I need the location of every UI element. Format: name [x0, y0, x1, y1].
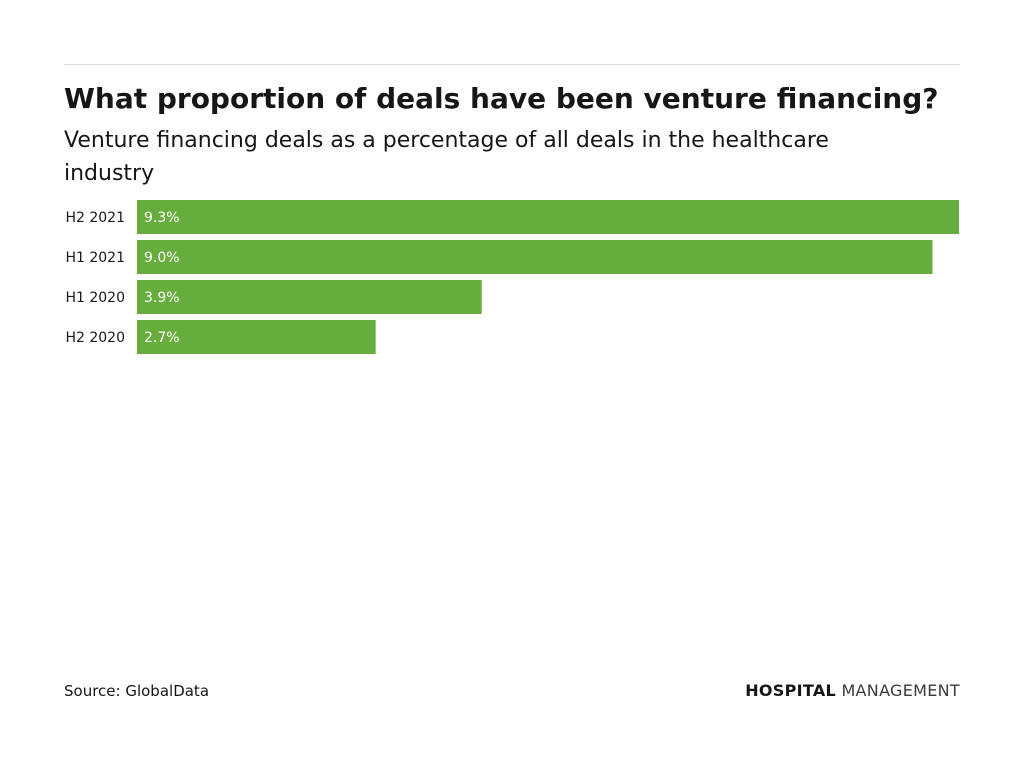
brand-logo: HOSPITAL MANAGEMENT: [745, 681, 960, 700]
bar: [137, 280, 482, 314]
chart-title: What proportion of deals have been ventu…: [64, 82, 939, 115]
source-note: Source: GlobalData: [64, 682, 210, 700]
bar: [137, 320, 376, 354]
top-divider: [64, 64, 960, 65]
category-label: H2 2020: [65, 330, 125, 346]
bar-value-label: 2.7%: [144, 330, 180, 346]
bar: [137, 240, 933, 274]
bar-chart: H2 2021 9.3% H1 2021 9.0% H1 2020 3.9% H2 2020…: [65, 200, 959, 354]
chart-subtitle: Venture financing deals as a percentage …: [64, 128, 829, 186]
bar-value-label: 3.9%: [144, 290, 180, 306]
bar: [137, 200, 959, 234]
category-label: H1 2020: [65, 290, 125, 306]
brand-secondary: MANAGEMENT: [841, 681, 960, 700]
category-label: H1 2021: [65, 250, 125, 266]
brand-primary: HOSPITAL: [745, 681, 837, 700]
bar-value-label: 9.3%: [144, 210, 180, 226]
bar-value-label: 9.0%: [144, 250, 180, 266]
category-label: H2 2021: [65, 210, 125, 226]
